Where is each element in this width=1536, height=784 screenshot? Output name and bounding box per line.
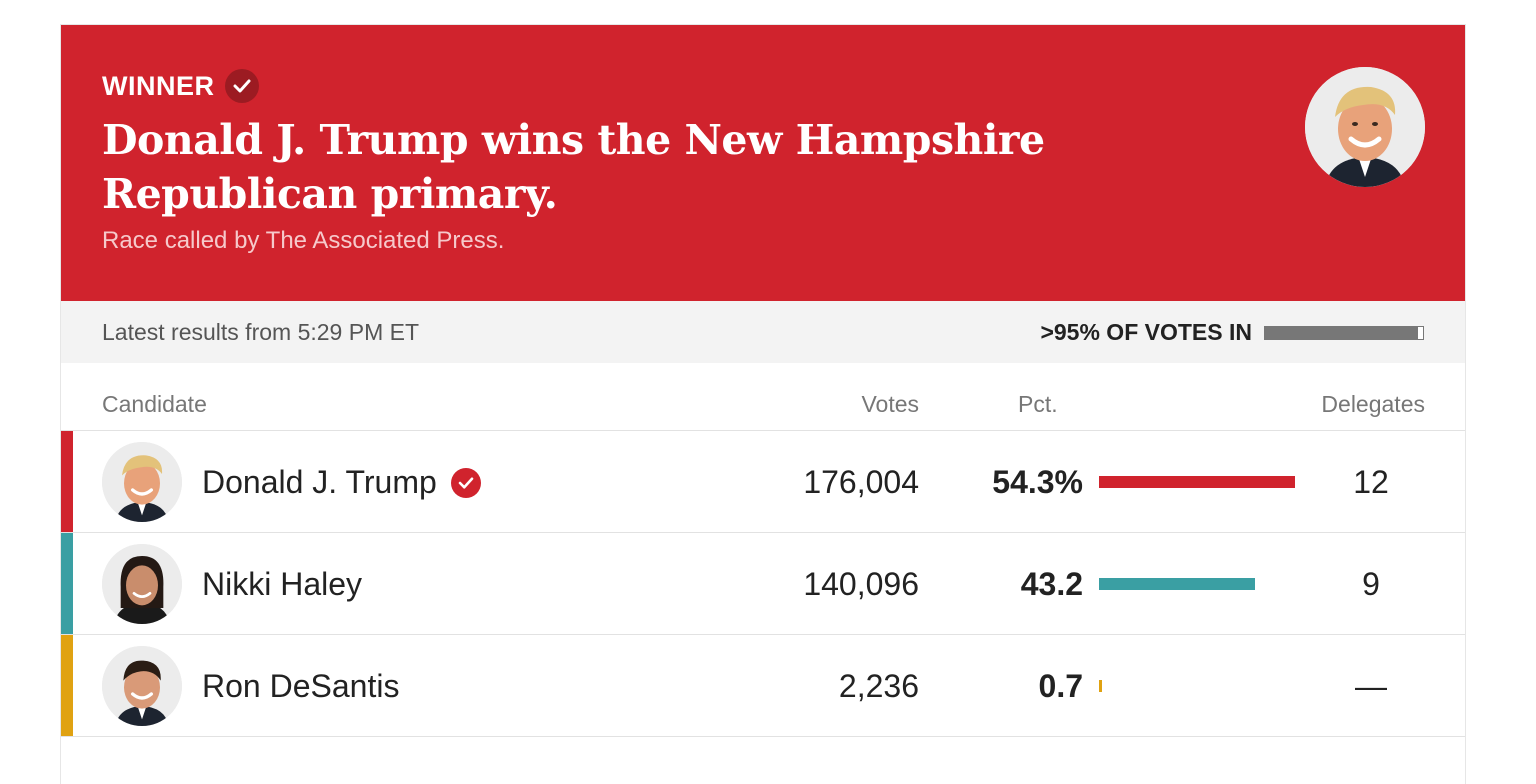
winner-text: WINNER	[102, 70, 215, 101]
candidate-row-desantis: Ron DeSantis 2,236 0.7 —	[61, 635, 1465, 737]
candidate-pct: 0.7	[1038, 668, 1083, 704]
column-header-candidate: Candidate	[102, 391, 207, 417]
candidate-color-strip	[61, 635, 73, 736]
winner-label: WINNER	[102, 69, 259, 103]
candidate-name: Nikki Haley	[202, 566, 363, 602]
pct-bar-track	[1099, 578, 1299, 590]
page-title: Donald J. Trump wins the New Hampshire R…	[102, 116, 1045, 218]
candidate-photo-icon	[1305, 67, 1425, 187]
votes-in-label: >95% OF VOTES IN	[1040, 319, 1252, 345]
pct-bar-track	[1099, 680, 1299, 692]
votes-in-indicator: >95% OF VOTES IN	[1040, 319, 1424, 346]
candidate-delegates: 9	[1362, 566, 1380, 602]
avatar	[102, 544, 182, 624]
candidate-name: Donald J. Trump	[202, 464, 481, 501]
votes-in-progress-fill	[1265, 326, 1419, 339]
check-circle-icon	[224, 69, 259, 103]
pct-bar-track	[1099, 476, 1299, 488]
candidate-name: Ron DeSantis	[202, 668, 400, 704]
candidate-row-trump: Donald J. Trump 176,004 54.3% 12	[61, 431, 1465, 533]
candidate-votes: 140,096	[803, 566, 919, 602]
column-header-delegates: Delegates	[1321, 391, 1425, 417]
candidate-photo-icon	[102, 544, 182, 624]
candidate-row-haley: Nikki Haley 140,096 43.2 9	[61, 533, 1465, 635]
avatar	[102, 646, 182, 726]
pct-bar	[1099, 680, 1102, 692]
column-header-pct: Pct.	[1018, 391, 1058, 417]
check-circle-icon	[450, 467, 481, 498]
candidate-delegates: —	[1355, 668, 1387, 704]
candidate-pct: 43.2	[1020, 566, 1083, 602]
candidate-pct: 54.3%	[992, 464, 1083, 500]
candidate-delegates: 12	[1353, 464, 1389, 500]
race-called-note: Race called by The Associated Press.	[102, 227, 505, 254]
candidate-votes: 176,004	[803, 464, 919, 500]
candidate-color-strip	[61, 431, 73, 532]
header-divider	[61, 430, 1465, 431]
candidate-photo-icon	[102, 442, 182, 522]
winner-avatar	[1305, 67, 1425, 187]
candidate-color-strip	[61, 533, 73, 634]
column-header-votes: Votes	[861, 391, 919, 417]
pct-bar	[1099, 476, 1295, 488]
pct-bar	[1099, 578, 1255, 590]
candidate-name-text: Donald J. Trump	[202, 464, 437, 500]
results-status-bar: Latest results from 5:29 PM ET >95% OF V…	[61, 301, 1465, 363]
candidate-votes: 2,236	[838, 668, 919, 704]
latest-results-time: Latest results from 5:29 PM ET	[102, 319, 420, 345]
votes-in-progress-bar	[1264, 325, 1424, 340]
results-card: WINNER Donald J. Trump wins the New Hamp…	[60, 24, 1466, 784]
candidate-photo-icon	[102, 646, 182, 726]
winner-banner: WINNER Donald J. Trump wins the New Hamp…	[61, 25, 1465, 301]
avatar	[102, 442, 182, 522]
